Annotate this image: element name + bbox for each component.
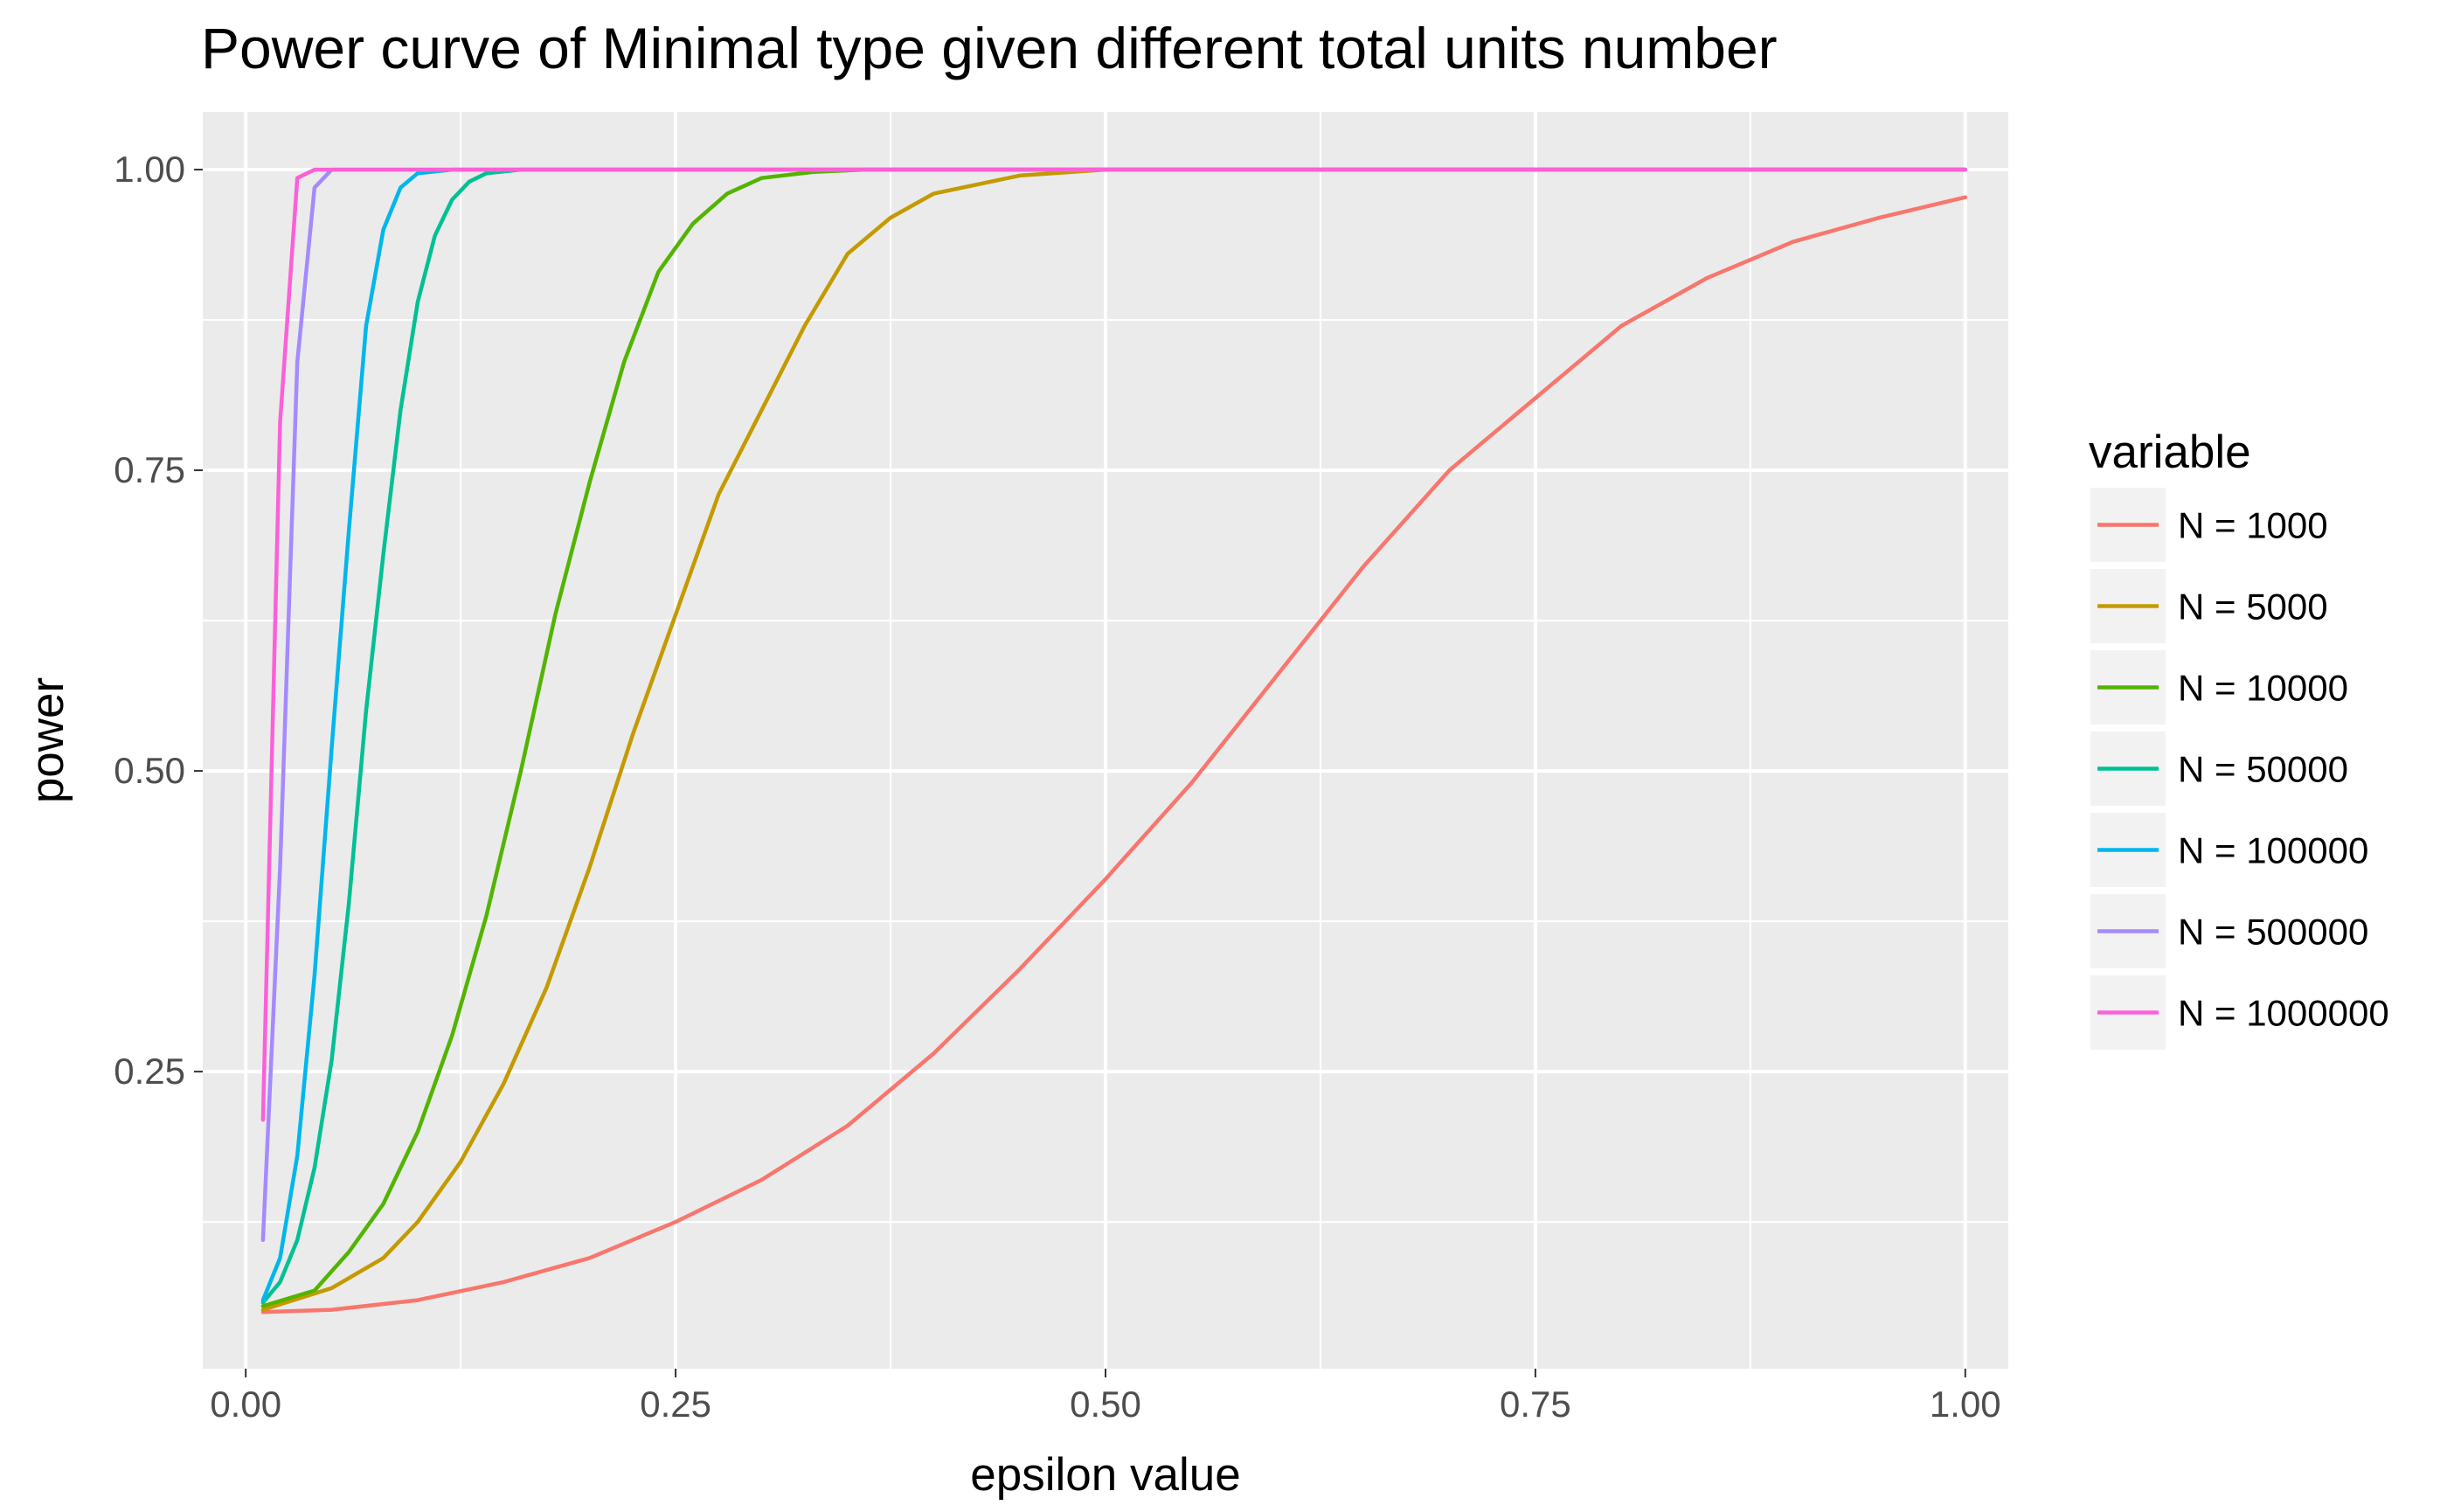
x-tick-label: 1.00 xyxy=(1930,1384,2001,1425)
x-axis-ticks: 0.00 0.25 0.50 0.75 1.00 xyxy=(210,1369,2001,1425)
y-tick-label: 1.00 xyxy=(114,149,185,190)
legend-items: N = 1000 N = 5000 N = 10000 N = 50000 N = 10… xyxy=(2090,488,2389,1050)
series-line-4 xyxy=(260,167,1968,1305)
x-tick-label: 0.25 xyxy=(640,1384,711,1425)
legend: variable N = 1000 N = 5000 N = 10000 N = 50… xyxy=(2089,427,2389,1050)
x-tick-label: 0.50 xyxy=(1070,1384,1141,1425)
y-tick-label: 0.25 xyxy=(114,1051,185,1092)
series-layer xyxy=(260,167,1968,1314)
series-line-7 xyxy=(260,167,1968,1122)
x-axis-title: epsilon value xyxy=(970,1449,1240,1501)
y-axis-ticks: 0.25 0.50 0.75 1.00 xyxy=(114,149,203,1092)
x-tick-label: 0.75 xyxy=(1500,1384,1571,1425)
series-line-2 xyxy=(260,167,1968,1312)
y-tick-label: 0.75 xyxy=(114,449,185,490)
x-tick-label: 0.00 xyxy=(210,1384,281,1425)
legend-title: variable xyxy=(2089,427,2251,478)
legend-label: N = 100000 xyxy=(2178,830,2368,871)
legend-label: N = 5000 xyxy=(2178,586,2328,628)
legend-label: N = 1000000 xyxy=(2178,993,2389,1034)
grid-lines xyxy=(203,112,2008,1369)
legend-label: N = 50000 xyxy=(2178,749,2348,790)
chart-title: Power curve of Minimal type given differ… xyxy=(201,16,1778,80)
y-tick-label: 0.50 xyxy=(114,750,185,791)
legend-label: N = 500000 xyxy=(2178,912,2368,953)
series-line-1 xyxy=(260,195,1968,1314)
y-axis-title: power xyxy=(22,677,73,803)
legend-label: N = 1000 xyxy=(2178,505,2328,546)
series-line-5 xyxy=(260,167,1968,1302)
legend-label: N = 10000 xyxy=(2178,668,2348,709)
series-line-3 xyxy=(260,167,1968,1308)
